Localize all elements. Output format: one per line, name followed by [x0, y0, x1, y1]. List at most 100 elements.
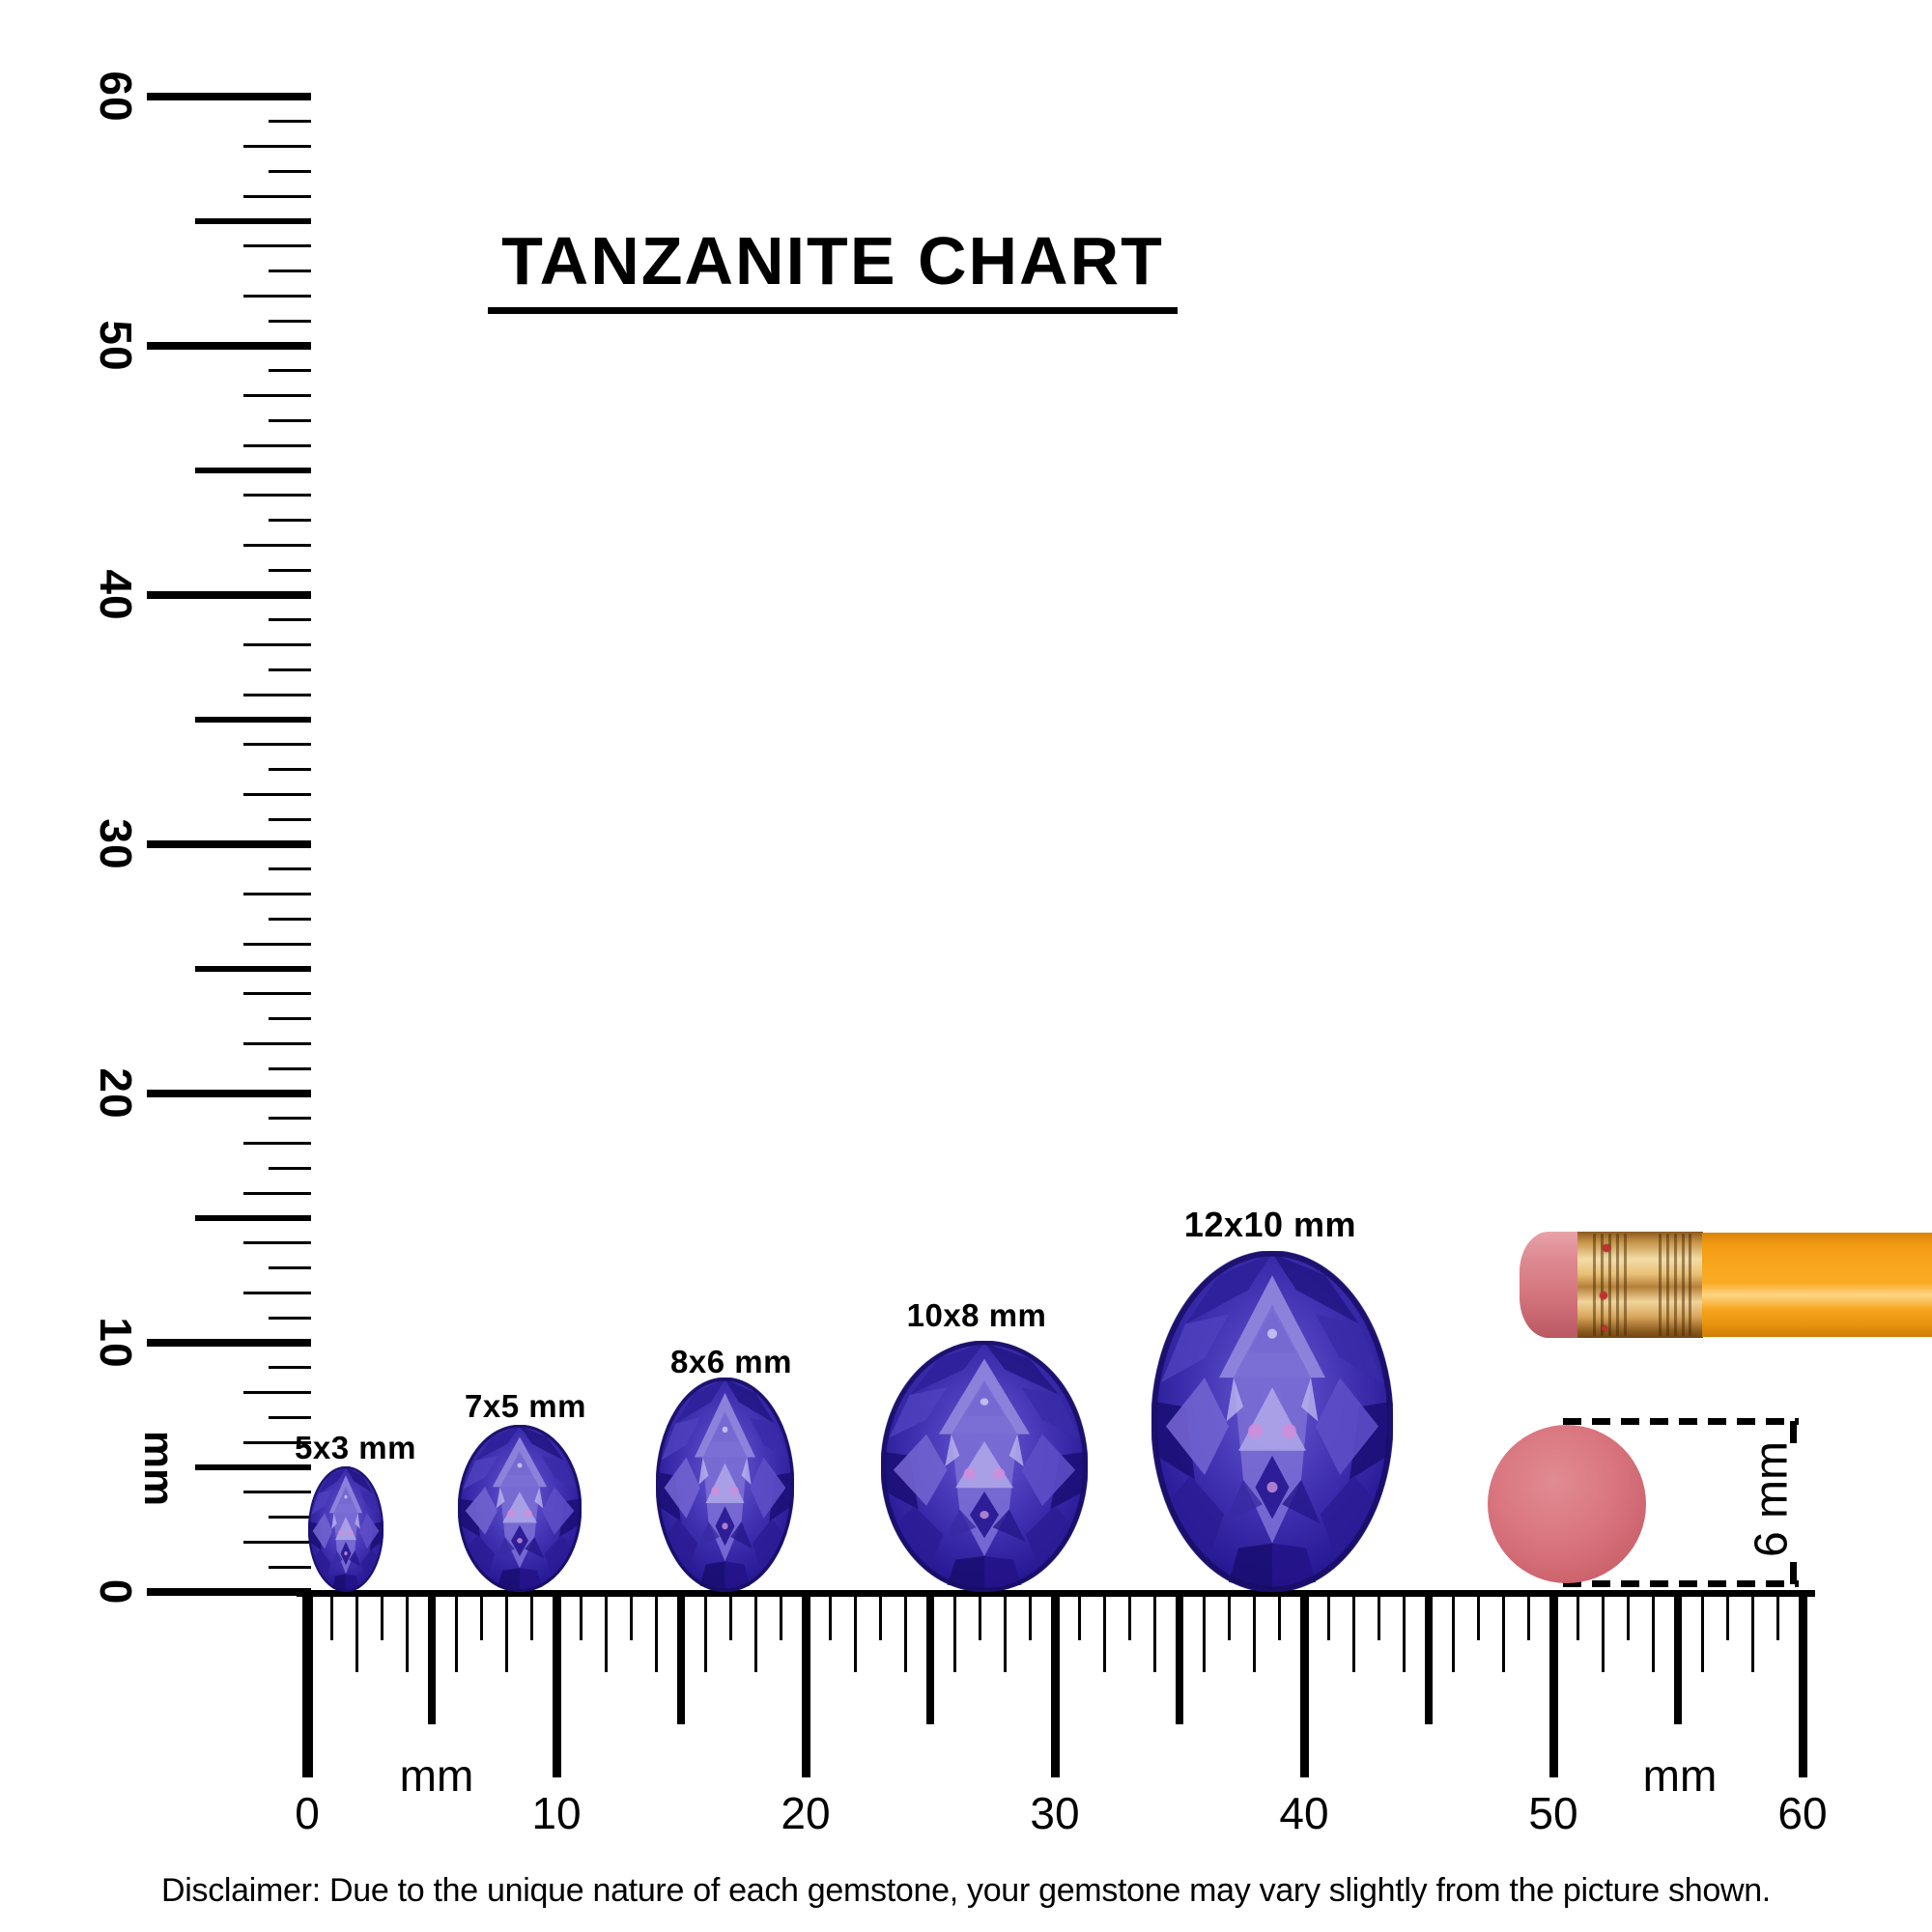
- vertical-ruler-minor-tick: [243, 743, 311, 747]
- vertical-ruler-minor-tick: [243, 443, 311, 447]
- eraser-end-circle: [1488, 1425, 1646, 1583]
- vertical-ruler-minor-tick: [243, 693, 311, 696]
- horizontal-ruler-minor-tick: [878, 1594, 882, 1640]
- vertical-ruler-minor-tick: [269, 668, 311, 671]
- horizontal-ruler-minor-tick: [1127, 1594, 1131, 1640]
- vertical-ruler-minor-tick: [269, 1166, 311, 1170]
- vertical-ruler-minor-tick: [269, 1316, 311, 1320]
- pencil-illustration: [1520, 1232, 1932, 1338]
- vertical-ruler-minor-tick: [269, 867, 311, 871]
- vertical-ruler-minor-tick: [269, 418, 311, 422]
- pencil-body: [1702, 1233, 1932, 1337]
- horizontal-ruler-minor-tick: [829, 1594, 833, 1640]
- horizontal-ruler-major-tick: [301, 1594, 313, 1777]
- horizontal-ruler-mid-tick: [1176, 1594, 1183, 1724]
- horizontal-ruler-baseline: [297, 1590, 1815, 1597]
- horizontal-ruler-major-tick: [1798, 1594, 1807, 1777]
- vertical-ruler-mid-tick: [195, 1215, 311, 1221]
- gem-oval-10x8: [881, 1341, 1088, 1592]
- vertical-ruler-minor-tick: [243, 992, 311, 996]
- horizontal-ruler-minor-tick: [355, 1594, 359, 1672]
- vertical-ruler-number: 20: [91, 1067, 141, 1120]
- vertical-ruler-minor-tick: [243, 1041, 311, 1045]
- vertical-ruler-number: 30: [91, 818, 141, 870]
- horizontal-ruler-number: 60: [1777, 1788, 1828, 1838]
- vertical-ruler-minor-tick: [269, 1415, 311, 1419]
- horizontal-ruler-minor-tick: [953, 1594, 957, 1672]
- vertical-ruler-minor-tick: [243, 1142, 311, 1146]
- horizontal-ruler-minor-tick: [1776, 1594, 1779, 1640]
- horizontal-ruler-major-tick: [1050, 1594, 1060, 1777]
- horizontal-ruler-minor-tick: [1602, 1594, 1605, 1672]
- vertical-ruler-number: 60: [91, 71, 141, 123]
- horizontal-ruler-minor-tick: [854, 1594, 858, 1672]
- vertical-ruler-major-tick: [147, 93, 311, 100]
- horizontal-ruler-minor-tick: [1078, 1594, 1082, 1640]
- gem-size-label: 12x10 mm: [1183, 1205, 1357, 1244]
- vertical-ruler-unit-label: mm: [135, 1430, 183, 1507]
- horizontal-ruler-mid-tick: [428, 1594, 436, 1724]
- vertical-ruler-minor-tick: [269, 1565, 311, 1569]
- vertical-ruler-minor-tick: [269, 1066, 311, 1070]
- vertical-ruler-minor-tick: [269, 1516, 311, 1520]
- horizontal-ruler-mid-tick: [677, 1594, 685, 1724]
- vertical-ruler-minor-tick: [243, 394, 311, 398]
- gem-oval-5x3: [308, 1466, 384, 1592]
- measure-dashed-line-bottom: [1563, 1580, 1799, 1587]
- horizontal-ruler-minor-tick: [1577, 1594, 1580, 1640]
- vertical-ruler-minor-tick: [269, 1017, 311, 1021]
- vertical-ruler-minor-tick: [243, 1540, 311, 1544]
- horizontal-ruler-number: 30: [1030, 1788, 1080, 1838]
- vertical-ruler-minor-tick: [269, 169, 311, 173]
- vertical-ruler-minor-tick: [243, 942, 311, 946]
- horizontal-ruler-minor-tick: [903, 1594, 907, 1672]
- horizontal-ruler-minor-tick: [704, 1594, 708, 1672]
- vertical-ruler-minor-tick: [269, 817, 311, 821]
- pencil-ferrule: [1577, 1232, 1703, 1338]
- vertical-ruler-minor-tick: [269, 568, 311, 572]
- horizontal-ruler-mid-tick: [1425, 1594, 1433, 1724]
- horizontal-ruler-minor-tick: [529, 1594, 533, 1640]
- horizontal-ruler-minor-tick: [1103, 1594, 1107, 1672]
- horizontal-ruler-major-tick: [1548, 1594, 1558, 1777]
- vertical-ruler-mid-tick: [195, 717, 311, 723]
- vertical-ruler-minor-tick: [269, 1117, 311, 1121]
- vertical-ruler-mid-tick: [195, 218, 311, 224]
- vertical-ruler-major-tick: [147, 591, 311, 599]
- horizontal-ruler-minor-tick: [1003, 1594, 1007, 1672]
- horizontal-ruler-minor-tick: [753, 1594, 757, 1672]
- horizontal-ruler-unit-label-right: mm: [1642, 1750, 1718, 1801]
- ferrule-crimp-line: [1608, 1234, 1611, 1336]
- vertical-ruler-minor-tick: [243, 1440, 311, 1444]
- vertical-ruler-minor-tick: [269, 270, 311, 273]
- horizontal-ruler-minor-tick: [605, 1594, 609, 1672]
- horizontal-ruler-minor-tick: [1501, 1594, 1505, 1672]
- horizontal-ruler-minor-tick: [1526, 1594, 1530, 1640]
- vertical-ruler-number: 0: [91, 1578, 141, 1605]
- gem-size-label: 5x3 mm: [295, 1430, 416, 1465]
- horizontal-ruler-minor-tick: [1701, 1594, 1705, 1672]
- horizontal-ruler-minor-tick: [979, 1594, 982, 1640]
- horizontal-ruler-major-tick: [801, 1594, 810, 1777]
- vertical-ruler-minor-tick: [243, 1491, 311, 1494]
- gem-oval-8x6: [656, 1378, 794, 1592]
- horizontal-ruler-number: 0: [295, 1788, 320, 1838]
- vertical-ruler-minor-tick: [243, 244, 311, 248]
- gem-oval-7x5: [458, 1425, 582, 1592]
- vertical-ruler-major-tick: [147, 840, 311, 848]
- horizontal-ruler-minor-tick: [1203, 1594, 1207, 1672]
- vertical-ruler-mid-tick: [195, 1464, 311, 1470]
- horizontal-ruler-minor-tick: [1626, 1594, 1630, 1640]
- vertical-ruler-major-tick: [147, 342, 311, 350]
- gem-size-label: 8x6 mm: [670, 1344, 792, 1379]
- vertical-ruler-minor-tick: [243, 294, 311, 298]
- vertical-ruler-number: 40: [91, 569, 141, 621]
- horizontal-ruler-unit-label-left: mm: [399, 1750, 474, 1801]
- vertical-ruler-mid-tick: [195, 468, 311, 473]
- vertical-ruler-minor-tick: [269, 319, 311, 323]
- ferrule-paint-dot: [1602, 1325, 1607, 1331]
- horizontal-ruler-number: 20: [781, 1788, 831, 1838]
- ferrule-crimp-line: [1666, 1234, 1669, 1336]
- vertical-ruler-minor-tick: [269, 519, 311, 523]
